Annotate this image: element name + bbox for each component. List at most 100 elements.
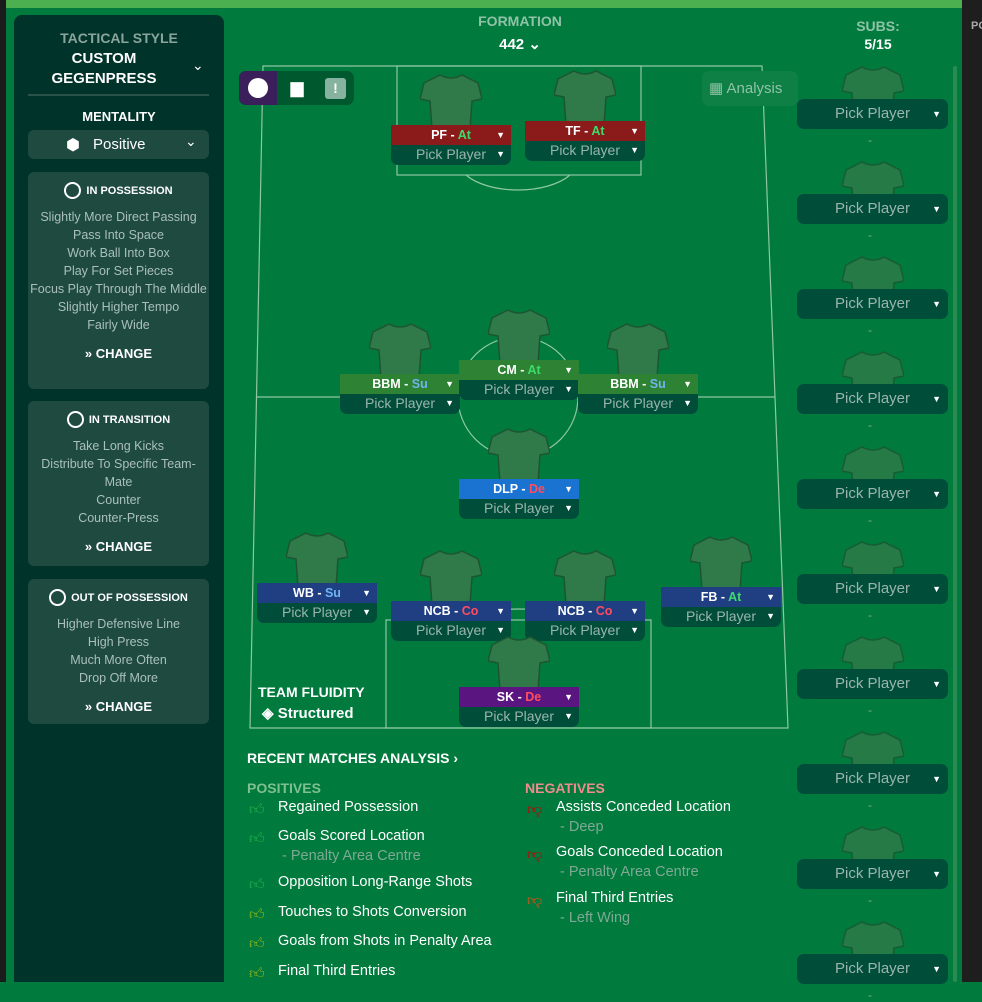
formation-label: FORMATION: [478, 13, 562, 29]
sub-slot[interactable]: Pick Player ▼: [797, 764, 948, 794]
role-name: NCB: [423, 604, 451, 618]
role-separator: -: [517, 482, 529, 496]
in-transition-card: IN TRANSITION Take Long Kicks Distribute …: [28, 401, 209, 566]
sub-slot[interactable]: Pick Player ▼: [797, 194, 948, 224]
analysis-item[interactable]: Regained Possession: [278, 799, 418, 815]
player-selector[interactable]: Pick Player ▼: [661, 607, 781, 627]
sub-slot[interactable]: Pick Player ▼: [797, 99, 948, 129]
role-selector[interactable]: CM - At ▼: [459, 360, 579, 380]
player-selector[interactable]: Pick Player ▼: [257, 603, 377, 623]
position-card[interactable]: FB - At ▼ Pick Player ▼: [661, 587, 781, 627]
out-of-possession-list: Higher Defensive Line High Press Much More…: [28, 615, 209, 687]
sub-slot[interactable]: Pick Player ▼: [797, 669, 948, 699]
shirt-icon: [419, 73, 483, 130]
analysis-item[interactable]: Final Third Entries: [278, 963, 395, 979]
person-icon: [248, 78, 268, 98]
caret-down-icon: ▼: [445, 379, 454, 389]
subs-scrollbar[interactable]: [953, 66, 957, 982]
mentality-dropdown[interactable]: ⬢ Positive ⌄: [28, 130, 209, 159]
stats-view-button[interactable]: ▆: [278, 71, 316, 105]
sub-empty: -: [868, 798, 872, 812]
analysis-item[interactable]: Assists Conceded Location - Deep: [556, 799, 731, 835]
player-selector[interactable]: Pick Player ▼: [459, 499, 579, 519]
position-card[interactable]: SK - De ▼ Pick Player ▼: [459, 687, 579, 727]
analysis-item[interactable]: Final Third Entries - Left Wing: [556, 890, 673, 926]
role-selector[interactable]: BBM - Su ▼: [340, 374, 460, 394]
sub-slot[interactable]: Pick Player ▼: [797, 289, 948, 319]
thumbs-up-icon: 👍︎: [249, 876, 265, 893]
thumbs-up-icon: 👍︎: [249, 906, 265, 923]
caret-down-icon: ▼: [564, 384, 573, 394]
analysis-button[interactable]: ▦ Analysis: [702, 71, 798, 106]
player-selector[interactable]: Pick Player ▼: [391, 145, 511, 165]
role-separator: -: [313, 586, 325, 600]
player-view-button[interactable]: [239, 71, 277, 105]
position-card[interactable]: PF - At ▼ Pick Player ▼: [391, 125, 511, 165]
player-selector[interactable]: Pick Player ▼: [459, 380, 579, 400]
sub-empty: -: [868, 608, 872, 622]
shirt-icon: [419, 549, 483, 606]
player-selector[interactable]: Pick Player ▼: [578, 394, 698, 414]
analysis-label: Analysis: [726, 80, 783, 97]
player-selector[interactable]: Pick Player ▼: [391, 621, 511, 641]
tactical-style-value[interactable]: CUSTOM GEGENPRESS: [51, 50, 157, 87]
instruction-item: Counter: [96, 493, 141, 507]
role-separator: -: [450, 604, 462, 618]
player-name: Pick Player: [415, 622, 487, 638]
player-name: Pick Player: [415, 146, 487, 162]
role-name: WB: [293, 586, 314, 600]
role-selector[interactable]: PF - At ▼: [391, 125, 511, 145]
sub-slot[interactable]: Pick Player ▼: [797, 479, 948, 509]
in-possession-change-button[interactable]: » CHANGE: [84, 346, 153, 361]
out-of-possession-card: OUT OF POSSESSION Higher Defensive Line H…: [28, 579, 209, 724]
position-card[interactable]: BBM - Su ▼ Pick Player ▼: [340, 374, 460, 414]
sub-slot[interactable]: Pick Player ▼: [797, 954, 948, 984]
role-separator: -: [717, 590, 729, 604]
analysis-text: Opposition Long-Range Shots: [278, 874, 473, 890]
role-selector[interactable]: DLP - De ▼: [459, 479, 579, 499]
sub-slot[interactable]: Pick Player ▼: [797, 859, 948, 889]
instruction-item: Slightly More Direct Passing: [40, 210, 197, 224]
chevron-down-icon[interactable]: ⌄: [192, 57, 204, 73]
role-selector[interactable]: FB - At ▼: [661, 587, 781, 607]
instructions-view-button[interactable]: !: [317, 71, 354, 105]
duty: Su: [324, 586, 341, 600]
sub-slot[interactable]: Pick Player ▼: [797, 574, 948, 604]
analysis-item[interactable]: Goals Scored Location - Penalty Area Cent…: [278, 828, 425, 864]
analysis-item[interactable]: Goals from Shots in Penalty Area: [278, 933, 492, 949]
analysis-item[interactable]: Goals Conceded Location - Penalty Area Ce…: [556, 844, 723, 880]
formation-dropdown[interactable]: 442 ⌄: [470, 35, 570, 53]
grid-icon: ▦: [709, 80, 724, 97]
role-selector[interactable]: SK - De ▼: [459, 687, 579, 707]
position-card[interactable]: BBM - Su ▼ Pick Player ▼: [578, 374, 698, 414]
sub-slot[interactable]: Pick Player ▼: [797, 384, 948, 414]
player-selector[interactable]: Pick Player ▼: [525, 141, 645, 161]
analysis-item[interactable]: Opposition Long-Range Shots: [278, 874, 472, 890]
position-card[interactable]: NCB - Co ▼ Pick Player ▼: [391, 601, 511, 641]
role-name: TF: [565, 124, 581, 138]
role-selector[interactable]: NCB - Co ▼: [391, 601, 511, 621]
player-selector[interactable]: Pick Player ▼: [340, 394, 460, 414]
caret-down-icon: ▼: [766, 592, 775, 602]
position-card[interactable]: DLP - De ▼ Pick Player ▼: [459, 479, 579, 519]
sub-player-name: Pick Player: [834, 105, 911, 122]
caret-down-icon: ▼: [496, 130, 505, 140]
position-card[interactable]: WB - Su ▼ Pick Player ▼: [257, 583, 377, 623]
position-card[interactable]: CM - At ▼ Pick Player ▼: [459, 360, 579, 400]
shirt-icon: [689, 535, 753, 592]
analysis-item[interactable]: Touches to Shots Conversion: [278, 904, 467, 920]
recent-matches-analysis-link[interactable]: RECENT MATCHES ANALYSIS ›: [247, 750, 459, 766]
out-of-possession-change-button[interactable]: » CHANGE: [84, 699, 153, 714]
player-selector[interactable]: Pick Player ▼: [525, 621, 645, 641]
position-card[interactable]: TF - At ▼ Pick Player ▼: [525, 121, 645, 161]
caret-down-icon: ▼: [564, 503, 573, 513]
player-selector[interactable]: Pick Player ▼: [459, 707, 579, 727]
role-selector[interactable]: TF - At ▼: [525, 121, 645, 141]
analysis-text: Regained Possession: [278, 799, 419, 815]
role-selector[interactable]: WB - Su ▼: [257, 583, 377, 603]
role-selector[interactable]: NCB - Co ▼: [525, 601, 645, 621]
in-transition-change-button[interactable]: » CHANGE: [84, 539, 153, 554]
position-card[interactable]: NCB - Co ▼ Pick Player ▼: [525, 601, 645, 641]
player-name: Pick Player: [685, 608, 757, 624]
role-selector[interactable]: BBM - Su ▼: [578, 374, 698, 394]
